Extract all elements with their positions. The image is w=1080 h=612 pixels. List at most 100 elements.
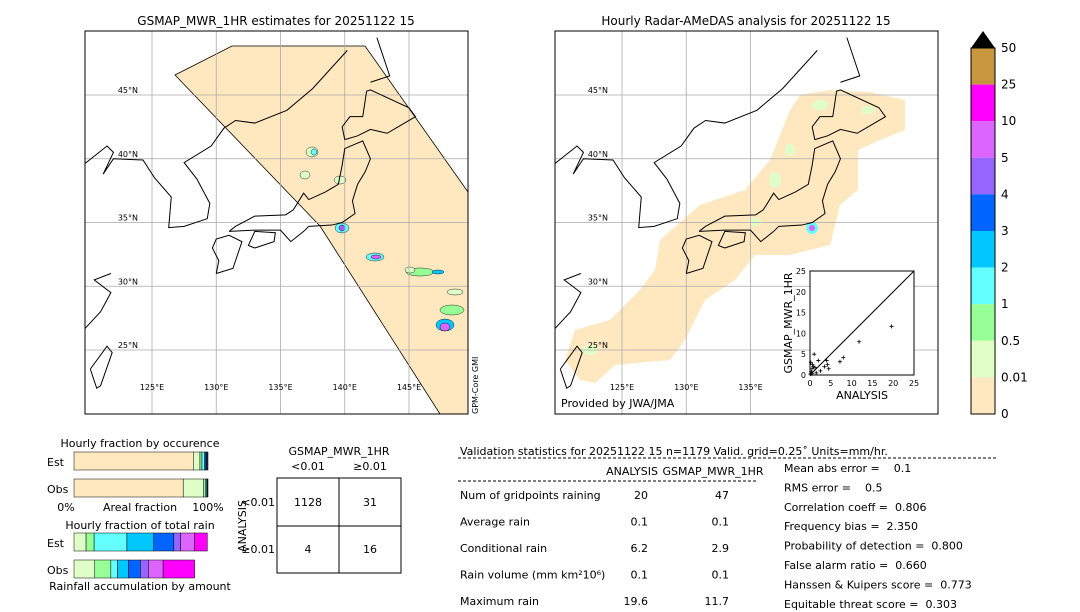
col-label-ge: ≥0.01 — [353, 460, 387, 473]
est-label-2: Est — [47, 537, 65, 550]
rain-cell — [370, 254, 382, 260]
rain-fraction-bar-segment — [73, 559, 96, 579]
longitude-label: 145°E — [397, 383, 421, 392]
right-map-title: Hourly Radar-AMeDAS analysis for 2025112… — [601, 14, 890, 28]
left-map: GSMAP_MWR_1HR estimates for 20251122 15 … — [84, 14, 480, 415]
colorbar-label: 25 — [1001, 78, 1016, 92]
colorbar-label: 2 — [1001, 261, 1009, 275]
scatter-point — [814, 370, 819, 375]
stat-gsmap-value: 0.1 — [712, 569, 730, 582]
coastline — [698, 140, 841, 243]
colorbar-label: 0.01 — [1001, 370, 1028, 384]
colorbar: 50 25 10 5 4 3 2 1 0.5 0.01 0 — [970, 31, 1028, 421]
coastline — [717, 230, 746, 249]
coastline — [85, 50, 348, 229]
scatter-ytick: 5 — [801, 350, 806, 359]
latitude-label: 25°N — [118, 341, 138, 350]
areal-fraction-label: Areal fraction — [103, 501, 177, 514]
right-coastline — [555, 37, 887, 390]
score-line: RMS error = 0.5 — [784, 481, 882, 494]
left-gridlines: 45°N 40°N 35°N 30°N 25°N 125°E 130°E 135°E 140°E… — [85, 31, 468, 414]
scatter-xtick: 20 — [888, 379, 898, 388]
radar-coverage — [565, 90, 905, 383]
tick-0pct: 0% — [57, 501, 74, 514]
coastline — [247, 230, 276, 249]
col-analysis: ANALYSIS — [606, 465, 658, 478]
latitude-label: 35°N — [118, 214, 138, 223]
rain-fraction-bar-segment — [173, 532, 181, 552]
contingency-table: GSMAP_MWR_1HR <0.01 ≥0.01 ANALYSIS <0.01… — [236, 445, 402, 574]
rain-fraction-bar-segment — [117, 559, 129, 579]
one-to-one-line — [809, 270, 915, 376]
score-line: Probability of detection = 0.800 — [784, 540, 963, 553]
cell-hit: 16 — [363, 543, 377, 556]
tick-100pct: 100% — [192, 501, 223, 514]
coastline — [555, 273, 582, 330]
col-gsmap: GSMAP_MWR_1HR — [662, 465, 763, 478]
coastline — [840, 37, 861, 83]
colorbar-segment — [971, 84, 995, 122]
right-map: Hourly Radar-AMeDAS analysis for 2025112… — [554, 14, 939, 415]
rain-cell — [338, 224, 346, 232]
colorbar-segment — [971, 377, 995, 414]
rain-cell — [749, 218, 761, 226]
scatter-point — [822, 364, 827, 369]
rain-cell — [785, 144, 795, 156]
coastline — [559, 345, 583, 390]
colorbar-segment — [971, 231, 995, 268]
rain-cell — [439, 304, 465, 316]
scatter-ytick: 25 — [796, 267, 806, 276]
colorbar-segment — [971, 340, 995, 378]
scatter-xtick: 5 — [828, 379, 833, 388]
rain-cell — [861, 106, 875, 114]
row-axis-label: ANALYSIS — [236, 500, 249, 552]
stat-analysis-value: 19.6 — [624, 595, 649, 608]
rain-fraction-bar-segment — [85, 532, 95, 552]
coastline — [811, 89, 887, 141]
obs-label-1: Obs — [47, 483, 69, 496]
colorbar-label: 50 — [1001, 41, 1016, 55]
scatter-xtick: 25 — [909, 379, 919, 388]
rain-cell — [404, 266, 416, 274]
longitude-label: 135°E — [268, 383, 292, 392]
rain-fraction-bar-segment — [126, 532, 154, 552]
scatter-xtick: 15 — [867, 379, 877, 388]
cell-miss: 4 — [305, 543, 312, 556]
rain-cell — [446, 288, 464, 296]
longitude-label: 125°E — [140, 383, 164, 392]
latitude-label: 25°N — [588, 341, 608, 350]
latitude-label: 40°N — [118, 150, 138, 159]
scatter-point — [889, 324, 894, 329]
scatter-point — [818, 368, 823, 373]
longitude-label: 135°E — [738, 383, 762, 392]
stat-row-label: Maximum rain — [460, 595, 539, 608]
occurrence-title: Hourly fraction by occurence — [61, 437, 220, 450]
scatter-point — [816, 358, 821, 363]
scatter-ytick: 10 — [796, 329, 806, 338]
rain-fraction-bar-segment — [73, 532, 87, 552]
longitude-label: 125°E — [610, 383, 634, 392]
longitude-label: 140°E — [333, 383, 357, 392]
stat-analysis-value: 6.2 — [631, 542, 649, 555]
colorbar-frame — [970, 47, 996, 415]
satellite-swath — [174, 45, 469, 415]
rain-cell — [310, 148, 318, 156]
latitude-label: 30°N — [118, 277, 138, 286]
latitude-label: 40°N — [588, 150, 608, 159]
left-rain-cells — [299, 146, 465, 332]
scatter-ytick: 15 — [796, 309, 806, 318]
colorbar-segment — [971, 304, 995, 341]
colorbar-extend-triangle — [971, 31, 995, 48]
total-rain-title: Hourly fraction of total rain — [65, 519, 214, 532]
occurrence-bar-segment — [205, 451, 209, 471]
scatter-point — [841, 355, 846, 360]
longitude-label: 130°E — [204, 383, 228, 392]
score-line: Frequency bias = 2.350 — [784, 520, 918, 533]
scatter-point — [810, 362, 815, 367]
colorbar-label: 1 — [1001, 297, 1009, 311]
scatter-ticks: 00 5 5 10 10 15 15 20 20 25 25 — [796, 267, 919, 388]
cell-false-alarm: 31 — [363, 496, 377, 509]
colorbar-label: 5 — [1001, 151, 1009, 165]
rain-cell — [431, 269, 445, 275]
stat-row-label: Conditional rain — [460, 542, 547, 555]
